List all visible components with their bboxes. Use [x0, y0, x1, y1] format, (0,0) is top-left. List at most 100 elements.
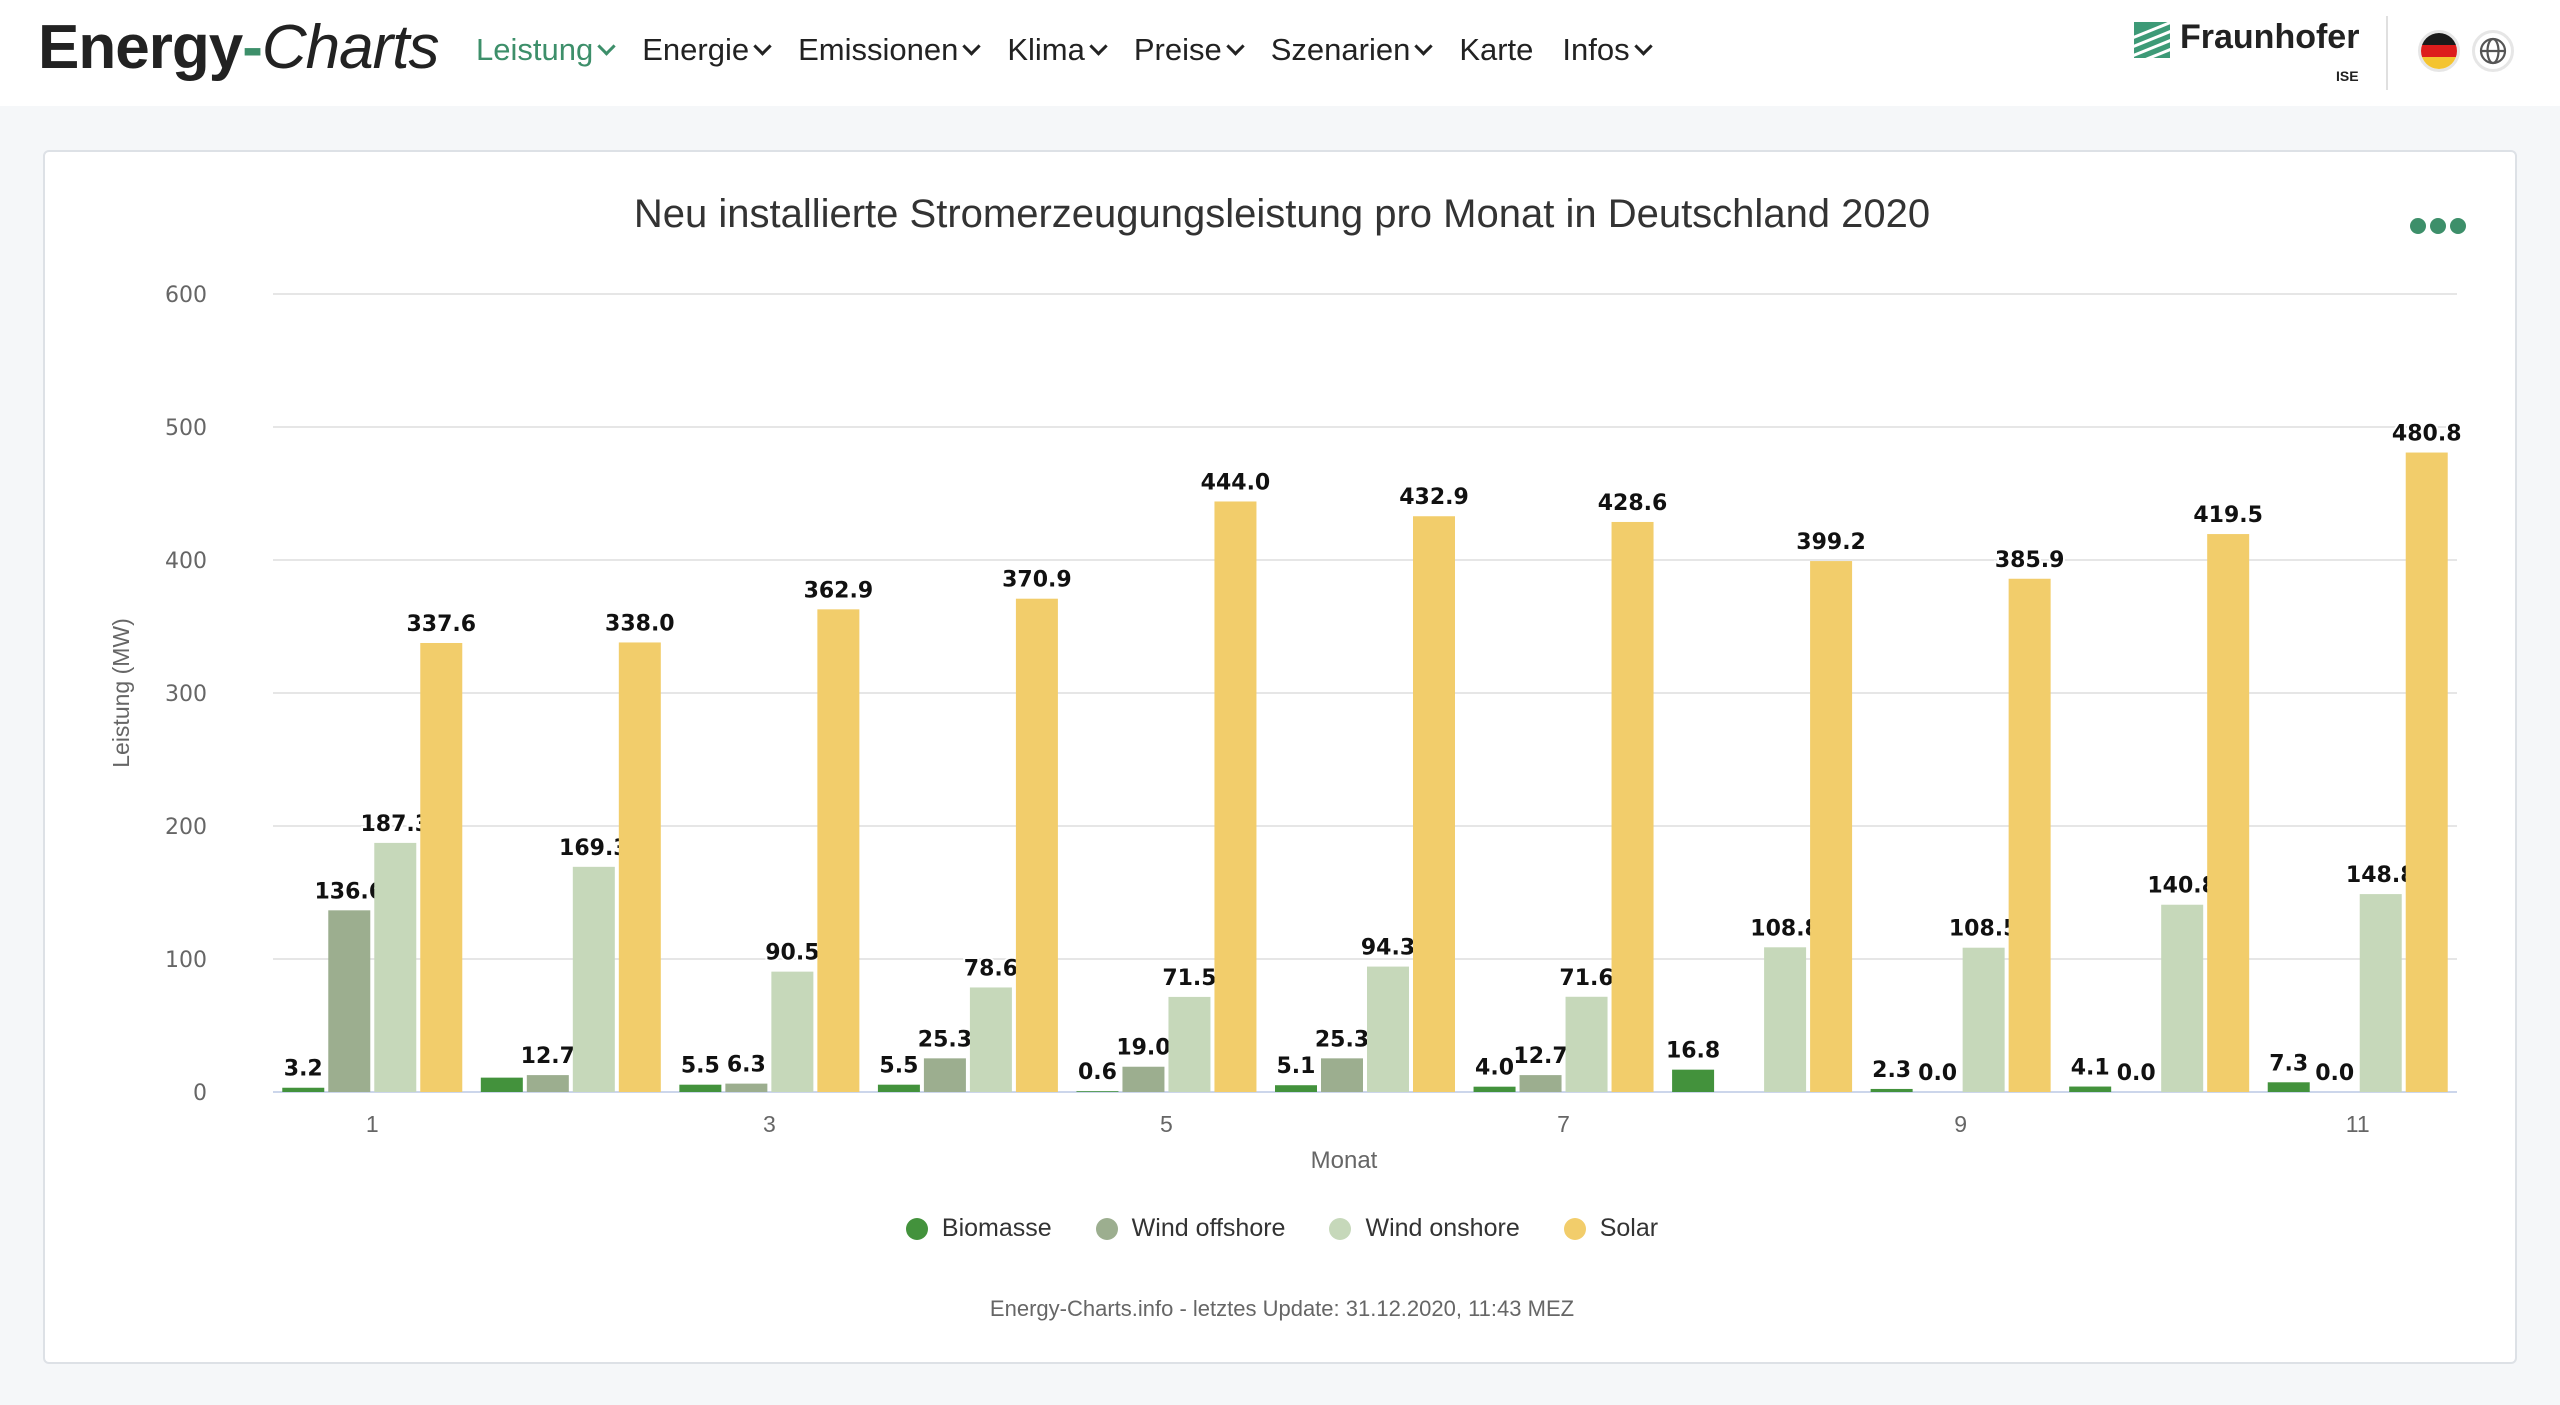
- legend-item-wind-onshore[interactable]: Wind onshore: [1329, 1214, 1520, 1243]
- bar-wind-onshore: [1168, 996, 1211, 1092]
- data-label: 0.0: [2315, 1061, 2354, 1086]
- nav-item-karte[interactable]: Karte: [1459, 32, 1533, 68]
- y-tick-label: 0: [193, 1081, 207, 1106]
- nav-label: Infos: [1562, 32, 1630, 67]
- y-tick-label: 400: [165, 549, 207, 574]
- bar-wind-onshore: [771, 971, 814, 1092]
- bar-biomasse: [877, 1084, 920, 1092]
- data-label: 136.6: [314, 879, 384, 904]
- nav-item-preise[interactable]: Preise: [1133, 32, 1245, 68]
- data-label: 480.8: [2392, 422, 2462, 447]
- bar-wind-onshore: [969, 987, 1012, 1092]
- nav-label: Energie: [642, 32, 750, 67]
- bar-wind-onshore: [2359, 894, 2402, 1092]
- chevron-down-icon: [1414, 36, 1434, 56]
- data-label: 0.6: [1078, 1060, 1117, 1085]
- more-dots-icon[interactable]: [2410, 218, 2466, 234]
- bar-solar: [1015, 598, 1058, 1092]
- data-label: 428.6: [1598, 491, 1668, 516]
- data-label: 71.5: [1162, 966, 1216, 991]
- bar-wind-onshore: [1764, 947, 1807, 1092]
- bar-wind-onshore: [1565, 996, 1608, 1092]
- energy-charts-logo[interactable]: Energy-Charts: [38, 12, 440, 83]
- nav-label: Emissionen: [798, 32, 959, 67]
- chevron-down-icon: [597, 36, 616, 56]
- data-label: 370.9: [1002, 568, 1072, 593]
- legend-label: Solar: [1599, 1214, 1659, 1242]
- data-label: 187.3: [360, 812, 430, 837]
- nav-label: Karte: [1459, 32, 1534, 67]
- y-tick-label: 600: [165, 283, 207, 308]
- legend-label: Wind offshore: [1131, 1214, 1286, 1242]
- bar-biomasse: [1473, 1086, 1516, 1092]
- logo-text-energy: Energy: [38, 13, 243, 82]
- data-label: 5.5: [879, 1054, 918, 1079]
- nav-item-emissionen[interactable]: Emissionen: [798, 32, 982, 68]
- chart-legend: Biomasse Wind offshore Wind onshore Solar: [45, 1214, 2519, 1243]
- header-divider: [2386, 16, 2388, 90]
- data-label: 148.8: [2346, 863, 2416, 888]
- x-tick-label: 1: [366, 1111, 379, 1137]
- data-label: 19.0: [1116, 1036, 1170, 1061]
- chevron-down-icon: [962, 36, 982, 56]
- y-tick-label: 300: [165, 682, 207, 707]
- data-label: 432.9: [1399, 485, 1469, 510]
- nav-item-leistung[interactable]: Leistung: [476, 32, 616, 68]
- x-tick-label: 9: [1954, 1111, 1967, 1137]
- data-label: 362.9: [804, 578, 874, 603]
- bar-solar: [2207, 534, 2250, 1092]
- data-label: 2.3: [1872, 1058, 1911, 1083]
- data-label: 108.5: [1949, 917, 2019, 942]
- nav-label: Szenarien: [1270, 32, 1411, 67]
- nav-label: Preise: [1133, 32, 1222, 67]
- fraunhofer-mark-icon: [2134, 22, 2170, 58]
- chevron-down-icon: [1089, 36, 1108, 56]
- nav-item-szenarien[interactable]: Szenarien: [1270, 32, 1434, 68]
- legend-item-wind-offshore[interactable]: Wind offshore: [1095, 1214, 1286, 1243]
- bar-wind-offshore: [526, 1075, 569, 1092]
- bar-wind-offshore: [1519, 1075, 1562, 1092]
- data-label: 6.3: [727, 1053, 766, 1078]
- top-navigation-bar: Energy-Charts Leistung Energie Emissionen K…: [0, 0, 2560, 106]
- y-tick-label: 100: [165, 948, 207, 973]
- data-label: 5.5: [681, 1054, 720, 1079]
- logo-text-charts: Charts: [261, 13, 440, 82]
- nav-item-klima[interactable]: Klima: [1007, 32, 1108, 68]
- bar-solar: [1214, 501, 1257, 1093]
- bar-wind-offshore: [328, 910, 371, 1092]
- x-tick-label: 5: [1160, 1111, 1173, 1137]
- legend-marker: [1563, 1217, 1586, 1240]
- bar-biomasse: [1672, 1069, 1715, 1092]
- data-label: 419.5: [2193, 503, 2263, 528]
- bar-biomasse: [282, 1087, 325, 1092]
- y-axis-title: Leistung (MW): [108, 618, 134, 768]
- y-tick-label: 500: [165, 416, 207, 441]
- bar-wind-onshore: [374, 842, 417, 1092]
- bar-wind-offshore: [725, 1083, 768, 1092]
- data-label: 337.6: [406, 612, 476, 637]
- bar-chart: 0 100 200 300 400 500 600 Leistung (MW) Monat 1 3.…: [108, 283, 2464, 1174]
- data-label: 444.0: [1201, 470, 1271, 495]
- x-axis-title: Monat: [1311, 1147, 1378, 1174]
- nav-item-infos[interactable]: Infos: [1562, 32, 1653, 68]
- legend-label: Wind onshore: [1365, 1214, 1520, 1242]
- nav-item-energie[interactable]: Energie: [642, 32, 772, 68]
- fraunhofer-ise: ISE: [2336, 68, 2359, 84]
- data-label: 12.7: [1513, 1044, 1567, 1069]
- chevron-down-icon: [753, 36, 772, 56]
- bar-solar: [817, 609, 860, 1092]
- fraunhofer-name: Fraunhofer: [2180, 18, 2360, 56]
- legend-item-solar[interactable]: Solar: [1563, 1214, 1659, 1243]
- bar-wind-onshore: [1367, 966, 1409, 1092]
- x-tick-label: 11: [2346, 1111, 2370, 1137]
- data-label: 71.6: [1559, 966, 1613, 991]
- data-label: 140.8: [2147, 874, 2217, 899]
- nav-label: Klima: [1007, 32, 1085, 67]
- legend-item-biomasse[interactable]: Biomasse: [905, 1214, 1052, 1243]
- data-label: 94.3: [1361, 936, 1415, 961]
- bar-biomasse: [480, 1077, 523, 1092]
- chart-credits: Energy-Charts.info - letztes Update: 31.…: [989, 1296, 1575, 1321]
- globe-icon[interactable]: [2472, 30, 2514, 72]
- germany-flag-icon[interactable]: [2418, 30, 2460, 72]
- data-label: 385.9: [1995, 548, 2065, 573]
